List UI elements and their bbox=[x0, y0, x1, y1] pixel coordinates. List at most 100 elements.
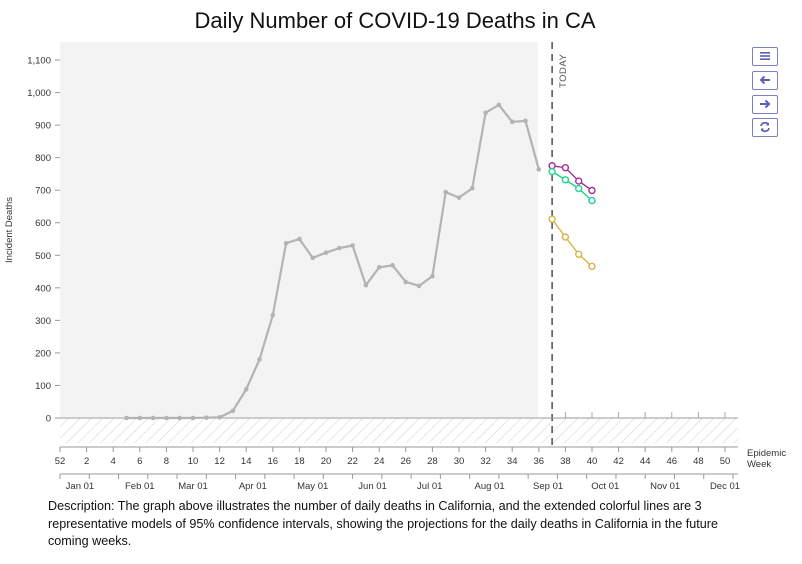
observed-point bbox=[230, 408, 236, 414]
month-tick-label: Feb 01 bbox=[125, 481, 155, 492]
y-axis-label: Incident Deaths bbox=[4, 197, 15, 263]
observed-point bbox=[270, 312, 276, 318]
month-tick-label: Jul 01 bbox=[417, 481, 442, 492]
x-axis-label-line2: Week bbox=[747, 459, 771, 470]
observed-point bbox=[297, 236, 302, 242]
arrow-left-icon bbox=[759, 75, 770, 85]
y-tick-label: 100 bbox=[35, 381, 51, 392]
week-tick-label: 36 bbox=[534, 456, 545, 467]
observed-point bbox=[124, 415, 129, 421]
week-tick-label: 46 bbox=[667, 456, 678, 467]
y-tick-label: 200 bbox=[35, 348, 51, 359]
week-tick-label: 34 bbox=[507, 456, 518, 467]
observed-point bbox=[470, 185, 475, 191]
month-tick-label: Jan 01 bbox=[66, 481, 95, 492]
model-line-green bbox=[551, 171, 593, 202]
menu-button[interactable] bbox=[752, 47, 778, 66]
week-tick-label: 4 bbox=[111, 456, 116, 467]
week-tick-label: 42 bbox=[613, 456, 624, 467]
y-tick-label: 1,000 bbox=[27, 88, 51, 99]
y-tick-label: 1,100 bbox=[27, 56, 51, 67]
x-axis-label-line1: Epidemic bbox=[747, 448, 786, 459]
today-label: TODAY bbox=[558, 53, 569, 88]
y-tick-label: 900 bbox=[35, 121, 51, 132]
month-tick-label: May 01 bbox=[297, 481, 328, 492]
observed-point bbox=[177, 415, 182, 421]
model-point-gold bbox=[548, 215, 556, 223]
y-tick-label: 700 bbox=[35, 186, 51, 197]
observed-point bbox=[416, 283, 422, 289]
observed-point bbox=[150, 415, 156, 421]
observed-point bbox=[509, 119, 515, 125]
observed-point bbox=[363, 282, 369, 288]
model-point-green bbox=[548, 167, 556, 176]
week-tick-label: 2 bbox=[84, 456, 89, 467]
model-point-gold bbox=[575, 250, 583, 258]
y-tick-label: 500 bbox=[35, 251, 51, 262]
arrow-right-icon bbox=[760, 99, 771, 109]
model-point-purple bbox=[561, 164, 570, 172]
observed-point bbox=[204, 415, 209, 420]
week-tick-label: 48 bbox=[693, 456, 704, 467]
observed-point bbox=[190, 415, 196, 421]
week-tick-label: 28 bbox=[427, 456, 438, 467]
week-tick-label: 40 bbox=[587, 456, 598, 467]
y-tick-label: 600 bbox=[35, 218, 51, 229]
week-tick-label: 24 bbox=[374, 456, 385, 467]
model-line-gold bbox=[551, 218, 593, 267]
week-tick-label: 52 bbox=[55, 456, 66, 467]
week-tick-label: 30 bbox=[454, 456, 465, 467]
observed-point bbox=[376, 265, 382, 270]
week-tick-label: 38 bbox=[560, 456, 571, 467]
observed-point bbox=[496, 102, 502, 108]
model-point-gold bbox=[561, 233, 570, 241]
week-tick-label: 26 bbox=[401, 456, 412, 467]
week-tick-label: 20 bbox=[321, 456, 332, 467]
back-button[interactable] bbox=[752, 71, 778, 90]
y-tick-label: 800 bbox=[35, 153, 51, 164]
week-tick-label: 6 bbox=[137, 456, 142, 467]
history-background bbox=[60, 42, 538, 417]
month-tick-label: Nov 01 bbox=[650, 481, 680, 492]
model-point-green bbox=[588, 196, 596, 205]
observed-point bbox=[283, 240, 289, 246]
month-tick-label: Jun 01 bbox=[358, 481, 387, 492]
week-tick-label: 16 bbox=[268, 456, 279, 467]
week-tick-label: 50 bbox=[720, 456, 731, 467]
observed-point bbox=[310, 255, 316, 261]
observed-point bbox=[217, 415, 222, 420]
observed-point bbox=[523, 118, 528, 124]
month-tick-label: Mar 01 bbox=[178, 481, 208, 492]
observed-point bbox=[483, 110, 488, 116]
model-point-gold bbox=[588, 262, 596, 271]
model-point-green bbox=[575, 184, 583, 193]
month-tick-label: Sep 01 bbox=[533, 481, 563, 492]
chart-title: Daily Number of COVID-19 Deaths in CA bbox=[194, 8, 596, 33]
observed-point bbox=[164, 415, 169, 421]
chart: 0 100 200 300 400 500 600 700 800 900 1,000 1,100 52… bbox=[4, 42, 786, 492]
y-tick-label: 0 bbox=[46, 414, 51, 425]
description: Description: The graph above illustrates… bbox=[48, 499, 718, 548]
model-point-purple bbox=[548, 162, 556, 170]
week-tick-label: 12 bbox=[214, 456, 225, 467]
month-tick-label: Apr 01 bbox=[239, 481, 267, 492]
observed-point bbox=[403, 279, 409, 285]
week-tick-label: 18 bbox=[294, 456, 305, 467]
observed-point bbox=[443, 189, 449, 195]
refresh-button[interactable] bbox=[752, 118, 778, 137]
week-tick-label: 32 bbox=[480, 456, 491, 467]
observed-point bbox=[350, 243, 355, 248]
observed-point bbox=[137, 415, 143, 421]
month-tick-label: Aug 01 bbox=[475, 481, 505, 492]
observed-point bbox=[337, 245, 342, 251]
forward-button[interactable] bbox=[752, 95, 778, 114]
observed-point bbox=[323, 250, 329, 255]
refresh-icon bbox=[760, 121, 770, 133]
observed-point bbox=[536, 167, 542, 172]
month-tick-label: Dec 01 bbox=[710, 481, 740, 492]
below-zero-hatch bbox=[60, 418, 738, 443]
menu-icon bbox=[760, 52, 770, 60]
y-tick-label: 300 bbox=[35, 316, 51, 327]
observed-point bbox=[430, 273, 435, 279]
week-tick-label: 8 bbox=[164, 456, 169, 467]
